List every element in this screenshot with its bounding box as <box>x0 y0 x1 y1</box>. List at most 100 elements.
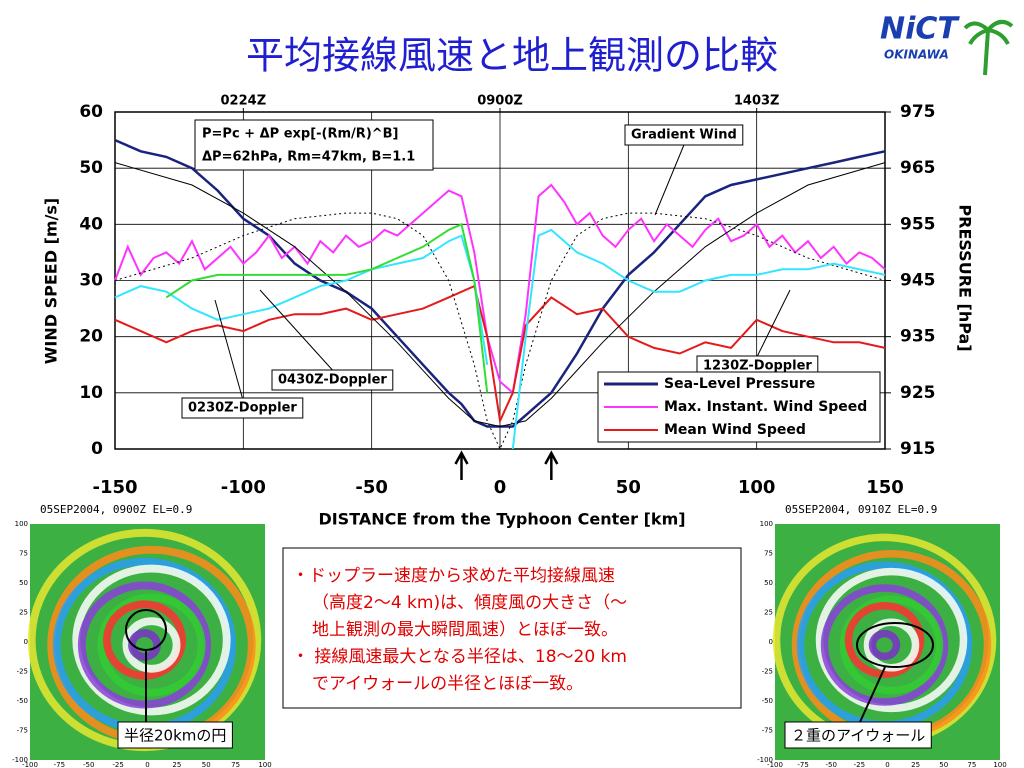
series-line <box>165 222 489 393</box>
radar-tick: 50 <box>764 579 773 587</box>
y-axis-label: WIND SPEED [m/s] <box>42 198 61 364</box>
x-tick-label: 0 <box>494 477 507 498</box>
y-tick-label: 60 <box>79 102 103 122</box>
y-tick-label: 0 <box>91 439 103 459</box>
radar-tick: 100 <box>15 520 28 528</box>
y2-tick-label: 955 <box>900 214 936 234</box>
radar-tick: 50 <box>19 579 28 587</box>
radar-tick: -75 <box>54 761 65 768</box>
callout-pointer <box>214 299 243 399</box>
radar-tick: 25 <box>19 609 28 617</box>
series-line <box>114 284 886 425</box>
radar-tick: 0 <box>769 638 773 646</box>
series-callout: Gradient Wind <box>631 128 737 143</box>
radar-tick: -100 <box>22 761 38 768</box>
y2-tick-label: 975 <box>900 102 936 122</box>
radar-tick: 75 <box>764 550 773 558</box>
radar-band <box>839 595 944 695</box>
radar-title: 05SEP2004, 0910Z EL=0.9 <box>785 503 937 516</box>
logo: NiCT <box>880 12 960 47</box>
bullet-text: 地上観測の最大瞬間風速）とほぼ一致。 <box>312 620 618 640</box>
x-tick-label: -150 <box>92 477 137 498</box>
series-line <box>114 138 886 428</box>
y2-axis-label: PRESSURE [hPa] <box>956 204 975 351</box>
bullet-text: ・ 接線風速最大となる半径は、18～20 km <box>292 647 627 667</box>
formula-line: P=Pc + ΔP exp[-(Rm/R)^B] <box>202 127 399 142</box>
formula-line: ΔP=62hPa, Rm=47km, B=1.1 <box>202 150 415 165</box>
radar-band <box>844 602 925 678</box>
radar-band <box>122 617 181 673</box>
radar-tick: -75 <box>17 727 28 735</box>
radar-tick: -50 <box>17 697 28 705</box>
legend-label: Sea-Level Pressure <box>664 376 815 392</box>
y-tick-label: 40 <box>79 214 103 234</box>
radar-tick: 25 <box>911 761 920 768</box>
caption-pointer <box>859 666 886 723</box>
radar-tick: -50 <box>762 697 773 705</box>
radar-tick: 75 <box>967 761 976 768</box>
y2-tick-label: 945 <box>900 271 936 291</box>
series-callout: 0230Z-Doppler <box>188 401 297 416</box>
bullet-box <box>282 547 742 709</box>
series-line <box>511 228 886 450</box>
y-tick-label: 20 <box>79 327 103 347</box>
x-tick-label: 150 <box>866 477 904 498</box>
radius-arrow <box>454 450 469 480</box>
radar-band <box>77 581 212 709</box>
radar-caption: ２重のアイウォール <box>791 727 925 745</box>
radar-band <box>102 600 187 680</box>
radar-band <box>97 593 206 697</box>
radar-tick: -75 <box>762 727 773 735</box>
radar-group: 05SEP2004, 0900Z EL=0.9 100 -100 75 -75 50 -50… <box>12 503 1007 768</box>
radar-tick: 0 <box>24 638 28 646</box>
callout-pointer <box>756 289 791 357</box>
radar-tick: -25 <box>762 668 773 676</box>
y2-tick-label: 915 <box>900 439 936 459</box>
bullet-text: でアイウォールの半径とほぼ一致。 <box>312 674 583 694</box>
radar-tick: -25 <box>854 761 865 768</box>
radius-arrow <box>544 450 559 480</box>
series-line <box>114 162 886 428</box>
radar-tick: 50 <box>202 761 211 768</box>
callout-pointer <box>259 289 333 371</box>
x-tick-label: -50 <box>355 477 388 498</box>
series-callout: 1230Z-Doppler <box>703 359 812 374</box>
x2-tick-label: 0224Z <box>221 94 267 109</box>
y-tick-label: 10 <box>79 383 103 403</box>
radar-band <box>72 564 231 716</box>
x2-tick-label: 1403Z <box>734 94 780 109</box>
caption-box <box>784 721 932 749</box>
legend-label: Max. Instant. Wind Speed <box>664 399 867 415</box>
radar-band <box>815 567 968 713</box>
radar-title: 05SEP2004, 0900Z EL=0.9 <box>40 503 192 516</box>
x-axis-label: DISTANCE from the Typhoon Center [km] <box>318 510 685 529</box>
radar-caption: 半径20kmの円 <box>124 727 226 745</box>
radar-tick: 75 <box>19 550 28 558</box>
bullet-text: （高度2～4 km)は、傾度風の大きさ（～ <box>312 593 627 613</box>
radar-tick: 25 <box>172 761 181 768</box>
series-line <box>114 212 886 451</box>
radar-tick: 0 <box>885 761 889 768</box>
radar-tick: 100 <box>993 761 1006 768</box>
series-line <box>114 183 886 395</box>
x2-tick-label: 0900Z <box>477 94 523 109</box>
radar-marker <box>856 622 934 668</box>
y2-tick-label: 935 <box>900 327 936 347</box>
callout-pointer <box>654 144 685 216</box>
radar-tick: -50 <box>826 761 837 768</box>
radar-tick: -100 <box>767 761 783 768</box>
radar-tick: -100 <box>757 756 773 764</box>
radar-band <box>868 629 901 661</box>
slide-title: 平均接線風速と地上観測の比較 <box>246 34 778 78</box>
x-tick-label: 50 <box>616 477 641 498</box>
y2-tick-label: 925 <box>900 383 936 403</box>
radar-tick: 0 <box>145 761 149 768</box>
radar-tick: 100 <box>760 520 773 528</box>
y-tick-label: 30 <box>79 271 103 291</box>
radar-tick: 75 <box>231 761 240 768</box>
series-callout: 0430Z-Doppler <box>278 373 387 388</box>
bullet-text: ・ドップラー速度から求めた平均接線風速 <box>292 566 615 586</box>
caption-box <box>117 721 233 749</box>
radar-tick: -100 <box>12 756 28 764</box>
